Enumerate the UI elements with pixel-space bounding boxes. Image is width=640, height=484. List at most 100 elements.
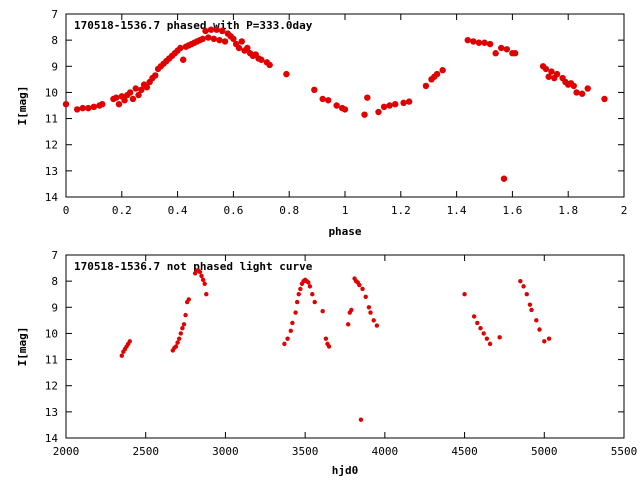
chart-title: 170518-1536.7 not phased light curve xyxy=(74,260,313,273)
plot-frame xyxy=(65,13,625,198)
y-tick-label: 14 xyxy=(45,432,59,445)
data-point xyxy=(235,44,243,52)
data-point xyxy=(364,94,371,101)
data-point xyxy=(470,38,477,45)
y-tick-label: 7 xyxy=(51,249,58,262)
data-point xyxy=(238,38,245,45)
data-point xyxy=(285,336,290,341)
data-point xyxy=(288,328,293,334)
x-tick-label: 2000 xyxy=(53,445,80,458)
data-point xyxy=(62,100,70,108)
data-point xyxy=(503,46,511,53)
data-point xyxy=(471,314,477,319)
data-point xyxy=(79,104,86,112)
data-point xyxy=(216,36,223,44)
data-point xyxy=(584,85,591,92)
data-point xyxy=(578,90,586,97)
y-axis-label: I[mag] xyxy=(16,327,29,367)
data-point xyxy=(221,38,229,45)
data-point xyxy=(177,44,184,52)
data-point xyxy=(497,335,502,340)
data-point xyxy=(363,294,368,300)
x-tick-label: 0 xyxy=(63,204,70,217)
data-point xyxy=(475,39,483,46)
data-point xyxy=(361,111,368,118)
data-point xyxy=(500,175,508,182)
data-point xyxy=(138,86,145,94)
data-point xyxy=(326,344,332,349)
data-point xyxy=(183,312,188,318)
data-point xyxy=(219,27,226,35)
data-point xyxy=(213,26,220,33)
data-point xyxy=(294,299,300,305)
data-point xyxy=(197,269,203,275)
data-point xyxy=(90,103,98,111)
y-tick-label: 13 xyxy=(45,165,58,178)
data-point xyxy=(349,307,354,313)
data-point xyxy=(475,320,480,326)
data-point xyxy=(433,70,441,78)
data-point xyxy=(345,322,351,327)
chart-panel-1: 7 8 9 10 11 12 13 14 0 0.2 0.4 0.6 0.8 1 1.2 1.4 1.6 1.8 2… xyxy=(16,8,627,238)
data-point xyxy=(375,108,382,116)
data-point xyxy=(204,292,209,297)
y-tick-label: 9 xyxy=(51,60,58,73)
data-point xyxy=(527,302,533,307)
x-tick-label: 4000 xyxy=(372,445,399,458)
data-point xyxy=(400,99,407,107)
data-point xyxy=(121,97,128,104)
data-point xyxy=(325,97,332,104)
x-tick-label: 1.2 xyxy=(391,204,411,217)
data-point xyxy=(186,297,191,302)
data-point xyxy=(143,84,151,91)
x-tick-label: 0.6 xyxy=(223,204,243,217)
x-tick-label: 0.4 xyxy=(168,204,188,217)
data-point xyxy=(371,318,376,323)
y-tick-label: 10 xyxy=(45,327,58,340)
data-point xyxy=(422,82,430,90)
y-tick-label: 14 xyxy=(45,191,59,204)
y-tick-label: 10 xyxy=(45,86,58,99)
data-point xyxy=(386,102,393,109)
data-point xyxy=(152,72,159,79)
y-tick-label: 12 xyxy=(45,380,58,393)
data-point xyxy=(307,284,313,289)
data-point xyxy=(542,339,547,344)
data-point xyxy=(205,34,212,41)
x-tick-label: 1.4 xyxy=(447,204,467,217)
y-tick-label: 13 xyxy=(45,406,58,419)
x-axis-label: hjd0 xyxy=(332,464,359,477)
data-point xyxy=(266,61,273,69)
y-tick-label: 11 xyxy=(45,354,58,367)
data-point xyxy=(85,104,92,112)
data-point xyxy=(199,35,206,43)
data-point xyxy=(368,310,373,315)
y-tick-label: 7 xyxy=(51,8,58,21)
data-point xyxy=(484,336,490,341)
x-tick-label: 1.8 xyxy=(558,204,578,217)
data-point xyxy=(200,277,206,283)
data-point xyxy=(176,336,182,341)
data-point xyxy=(207,26,215,33)
data-point xyxy=(99,100,106,108)
y-tick-label: 9 xyxy=(51,301,58,314)
data-point xyxy=(439,67,446,74)
x-tick-label: 1.6 xyxy=(502,204,522,217)
data-point xyxy=(175,340,180,345)
plot-frame xyxy=(65,254,625,439)
data-point xyxy=(311,86,318,94)
data-point xyxy=(546,336,552,341)
data-point xyxy=(548,68,555,75)
data-point xyxy=(296,292,301,297)
data-point xyxy=(199,273,204,279)
data-point xyxy=(306,280,311,285)
data-point xyxy=(181,322,187,327)
data-point xyxy=(293,310,298,315)
data-point xyxy=(357,282,362,288)
data-point xyxy=(320,309,325,314)
x-tick-label: 4500 xyxy=(451,445,478,458)
data-point xyxy=(392,100,399,108)
data-point xyxy=(478,326,483,331)
